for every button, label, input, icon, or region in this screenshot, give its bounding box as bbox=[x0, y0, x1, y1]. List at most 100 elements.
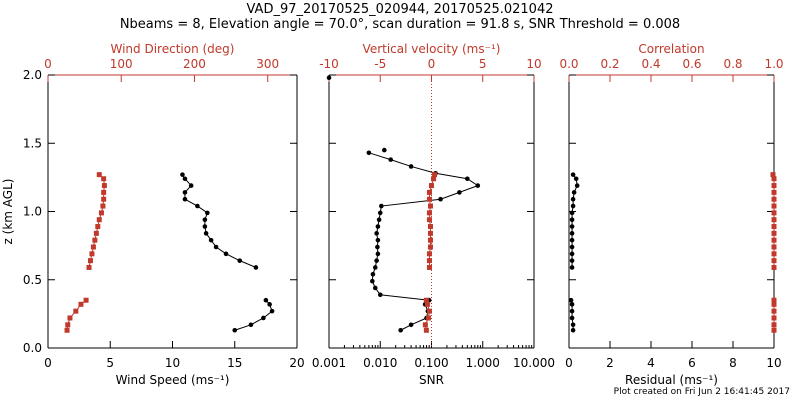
residual-series-bottom-point bbox=[569, 237, 575, 243]
residual-series-top-point bbox=[770, 172, 776, 178]
residual-series-bottom-point bbox=[573, 176, 579, 182]
wind-series-bottom-line bbox=[182, 174, 257, 268]
residual-series-top-point bbox=[771, 203, 777, 209]
wind-series-bottom-point bbox=[202, 224, 208, 229]
wind-series-top-point bbox=[93, 230, 99, 236]
chart-titles: VAD_97_20170525_020944, 20170525.021042 … bbox=[0, 2, 800, 33]
residual-series-top-point bbox=[771, 217, 777, 223]
snr-xtick-label: 0.010 bbox=[363, 356, 397, 370]
snr-series-bottom-point bbox=[465, 176, 470, 182]
snr-series-top-point bbox=[425, 315, 431, 321]
snr-series-bottom-point bbox=[374, 258, 379, 263]
residual-series-top-point bbox=[771, 251, 777, 257]
residual-x2tick-label: 0.4 bbox=[641, 57, 660, 71]
wind-series-top-point bbox=[65, 322, 71, 328]
snr-series-bottom-point bbox=[377, 292, 383, 298]
wind-series-bottom-line bbox=[234, 299, 273, 331]
wind-series-bottom-point bbox=[188, 183, 194, 188]
snr-series-top-point bbox=[427, 203, 433, 209]
residual-series-top-point bbox=[771, 308, 777, 314]
residual-xtick-label: 2 bbox=[606, 356, 614, 370]
residual-series-bottom-point bbox=[569, 244, 575, 250]
wind-series-top-point bbox=[101, 183, 107, 189]
snr-series-bottom-point bbox=[388, 157, 394, 162]
snr-series-bottom-point bbox=[375, 224, 381, 229]
wind-series-bottom-point bbox=[195, 203, 200, 209]
snr-series-bottom-point bbox=[374, 231, 379, 236]
snr-series-bottom-point bbox=[370, 271, 376, 277]
wind-series-bottom-point bbox=[269, 308, 275, 314]
residual-series-bottom-point bbox=[569, 251, 575, 257]
wind-x2tick-label: 300 bbox=[256, 57, 279, 71]
wind-xtick-label: 0 bbox=[44, 356, 52, 370]
residual-series-bottom-point bbox=[569, 210, 575, 216]
wind-series-bottom-point bbox=[182, 176, 188, 182]
wind-series-bottom-point bbox=[237, 258, 243, 263]
residual-xlabel: Residual (ms⁻¹) bbox=[625, 373, 718, 387]
residual-xtick-label: 10 bbox=[766, 356, 781, 370]
residual-series-bottom-point bbox=[570, 327, 576, 333]
snr-series-bottom-point bbox=[438, 196, 443, 202]
chart-title: VAD_97_20170525_020944, 20170525.021042 bbox=[246, 2, 554, 17]
residual-xtick-label: 6 bbox=[688, 356, 696, 370]
residual-series-bottom-point bbox=[569, 315, 575, 321]
residual-series-bottom-point bbox=[570, 196, 576, 202]
snr-series-bottom-point bbox=[377, 210, 383, 216]
snr-series-top-point bbox=[423, 297, 429, 303]
snr-x2tick-label: 5 bbox=[479, 57, 487, 71]
snr-x2tick-label: 10 bbox=[526, 57, 541, 71]
wind-series-top-point bbox=[101, 176, 107, 182]
snr-series-bottom-point bbox=[382, 147, 387, 153]
wind-series-bottom-point bbox=[202, 217, 208, 222]
snr-series-bottom-point bbox=[372, 265, 378, 270]
wind-ytick-label: 1.0 bbox=[23, 205, 42, 219]
chart-subtitle: Nbeams = 8, Elevation angle = 70.0°, sca… bbox=[119, 17, 681, 32]
snr-series-top-point bbox=[426, 251, 432, 257]
residual-series-bottom-point bbox=[569, 308, 575, 314]
wind-series-top-point bbox=[90, 244, 96, 250]
wind-series-top-point bbox=[92, 237, 98, 243]
snr-series-bottom-point bbox=[372, 285, 378, 291]
wind-series-bottom-point bbox=[253, 265, 259, 270]
snr-series-top-point bbox=[427, 230, 433, 236]
residual-series-top-point bbox=[771, 315, 777, 321]
wind-series-bottom-point bbox=[263, 297, 269, 303]
wind-series-top-point bbox=[83, 297, 89, 303]
residual-series-bottom-point bbox=[569, 217, 575, 222]
snr-xlabel: SNR bbox=[419, 373, 444, 387]
snr-series-bottom-point bbox=[379, 203, 384, 209]
snr-x2label: Vertical velocity (ms⁻¹) bbox=[363, 42, 501, 56]
snr-x2tick-label: -10 bbox=[319, 57, 339, 71]
snr-series-top-point bbox=[432, 172, 438, 178]
wind-series-top-point bbox=[100, 203, 106, 209]
residual-series-bottom-point bbox=[569, 265, 575, 270]
residual-series-bottom-point bbox=[569, 224, 575, 229]
snr-series-top-point bbox=[429, 183, 434, 189]
snr-series-bottom-point bbox=[457, 190, 462, 195]
wind-series-top-point bbox=[89, 251, 95, 257]
wind-series-top-point bbox=[67, 315, 73, 321]
residual-series-bottom-point bbox=[570, 172, 576, 177]
wind-series-top-point bbox=[96, 172, 102, 178]
wind-series-top-point bbox=[101, 196, 107, 202]
snr-series-top-point bbox=[426, 308, 432, 314]
wind-series-bottom-point bbox=[213, 244, 219, 250]
wind-series-top-point bbox=[96, 217, 102, 223]
wind-series-bottom-point bbox=[267, 302, 272, 307]
residual-series-top-point bbox=[771, 230, 777, 236]
wind-series-top-point bbox=[78, 301, 84, 307]
wind-ylabel: z (km AGL) bbox=[1, 179, 15, 245]
snr-series-bottom-point bbox=[370, 278, 375, 284]
snr-series-top-point bbox=[427, 237, 433, 243]
residual-series-top-point bbox=[771, 297, 777, 303]
wind-series-top-point bbox=[95, 224, 101, 230]
residual-series-top-point bbox=[771, 196, 777, 202]
snr-xtick-label: 10.000 bbox=[513, 356, 555, 370]
wind-series-bottom-point bbox=[182, 196, 188, 202]
residual-series-bottom-point bbox=[570, 203, 576, 209]
residual-x2tick-label: 1.0 bbox=[764, 57, 783, 71]
wind-xtick-label: 15 bbox=[227, 356, 242, 370]
wind-series-top-point bbox=[86, 264, 92, 270]
wind-xtick-label: 5 bbox=[106, 356, 114, 370]
snr-series-bottom-point bbox=[326, 75, 332, 81]
